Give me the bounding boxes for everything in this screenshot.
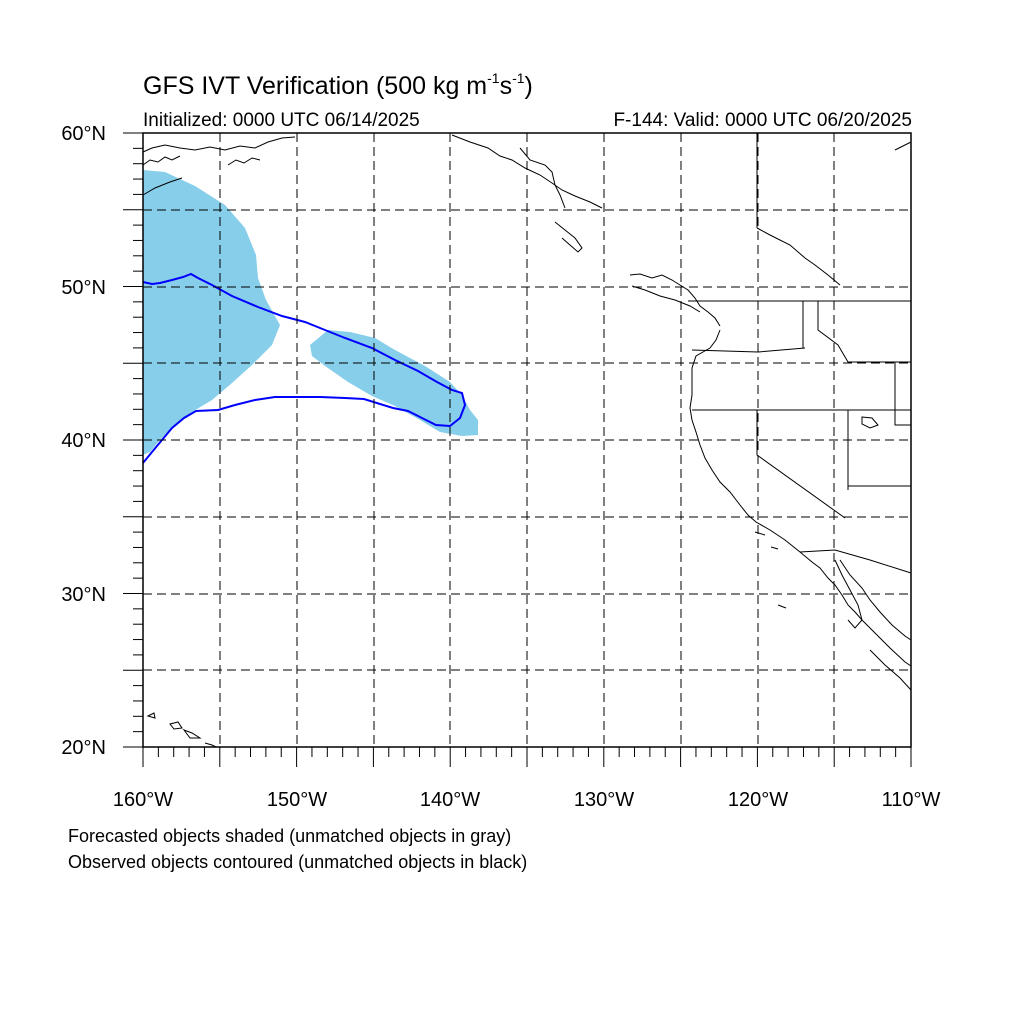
lon-label: 160°W xyxy=(113,789,173,811)
latitude-labels: 20°N 30°N 40°N 50°N 60°N xyxy=(61,123,106,759)
lat-label: 20°N xyxy=(61,737,106,759)
legend-observed-note: Observed objects contoured (unmatched ob… xyxy=(68,852,528,872)
graticule xyxy=(143,133,911,747)
chart-title: GFS IVT Verification (500 kg m-1s-1) xyxy=(143,70,533,101)
lon-label: 140°W xyxy=(420,789,480,811)
political-borders xyxy=(688,133,912,574)
legend-forecast-note: Forecasted objects shaded (unmatched obj… xyxy=(68,826,512,846)
longitude-labels: 160°W 150°W 140°W 130°W 120°W 110°W xyxy=(113,789,941,811)
title-unit-s: s xyxy=(499,72,513,100)
title-exponent-1: -1 xyxy=(487,70,500,86)
title-text: GFS IVT Verification (500 kg m xyxy=(143,72,488,100)
title-tail: ) xyxy=(524,72,533,100)
lat-label: 40°N xyxy=(61,430,106,452)
forecast-object-shading xyxy=(143,170,478,455)
observed-object-contour xyxy=(142,272,467,464)
valid-time: F-144: Valid: 0000 UTC 06/20/2025 xyxy=(613,110,912,131)
lon-label: 130°W xyxy=(574,789,634,811)
lon-label: 150°W xyxy=(267,789,327,811)
title-exponent-2: -1 xyxy=(512,70,525,86)
initialized-time: Initialized: 0000 UTC 06/14/2025 xyxy=(143,110,420,131)
lat-label: 50°N xyxy=(61,277,106,299)
lon-label: 110°W xyxy=(882,789,941,811)
lon-label: 120°W xyxy=(728,789,788,811)
lat-label: 60°N xyxy=(61,123,106,145)
tick-marks xyxy=(123,132,912,767)
lat-label: 30°N xyxy=(61,584,106,606)
